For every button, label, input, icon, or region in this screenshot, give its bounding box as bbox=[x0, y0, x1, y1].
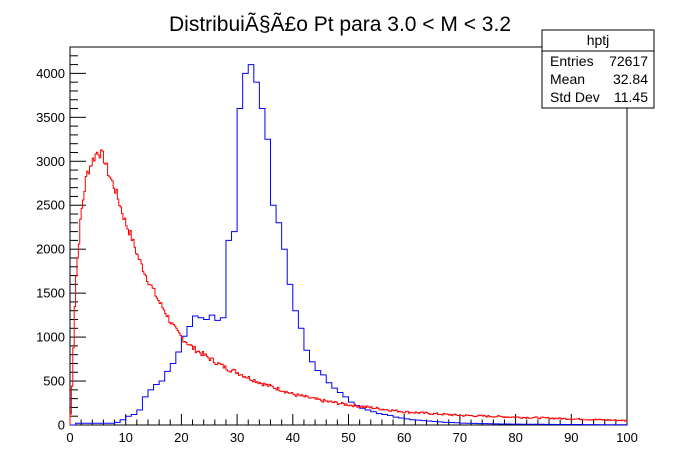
y-tick-label-500: 500 bbox=[43, 374, 65, 389]
x-tick-label-30: 30 bbox=[230, 430, 244, 445]
x-axis: 0 10 20 30 40 50 60 70 80 90 100 bbox=[66, 414, 638, 445]
stats-stddev-label: Std Dev bbox=[550, 89, 600, 105]
x-tick-label-10: 10 bbox=[118, 430, 132, 445]
x-tick-label-50: 50 bbox=[341, 430, 355, 445]
x-tick-label-60: 60 bbox=[397, 430, 411, 445]
y-tick-label-1000: 1000 bbox=[36, 330, 65, 345]
x-tick-label-0: 0 bbox=[66, 430, 73, 445]
series-layer bbox=[69, 64, 627, 426]
y-tick-label-4000: 4000 bbox=[36, 66, 65, 81]
y-tick-label-3500: 3500 bbox=[36, 110, 65, 125]
stats-box-name: hptj bbox=[587, 32, 610, 48]
x-tick-label-90: 90 bbox=[564, 430, 578, 445]
series-red-histogram bbox=[69, 149, 627, 425]
x-tick-label-20: 20 bbox=[174, 430, 188, 445]
y-tick-label-1500: 1500 bbox=[36, 286, 65, 301]
x-tick-label-40: 40 bbox=[286, 430, 300, 445]
y-axis: 0 500 1000 1500 2000 2500 3000 3500 4000 bbox=[36, 55, 86, 433]
stats-entries-label: Entries bbox=[550, 53, 594, 69]
y-tick-label-0: 0 bbox=[58, 418, 65, 433]
stats-stddev-value: 11.45 bbox=[614, 89, 648, 105]
y-tick-label-2000: 2000 bbox=[36, 242, 65, 257]
stats-entries-value: 72617 bbox=[609, 53, 648, 69]
x-tick-label-80: 80 bbox=[508, 430, 522, 445]
y-tick-label-3000: 3000 bbox=[36, 154, 65, 169]
x-tick-label-70: 70 bbox=[453, 430, 467, 445]
series-blue-histogram bbox=[70, 64, 627, 426]
chart-title: DistribuiÃ§Ã£o Pt para 3.0 < M < 3.2 bbox=[169, 12, 511, 36]
x-tick-label-100: 100 bbox=[616, 430, 638, 445]
y-tick-label-2500: 2500 bbox=[36, 198, 65, 213]
stats-box-frame bbox=[541, 29, 655, 109]
stats-mean-value: 32.84 bbox=[613, 71, 648, 87]
stats-box: hptj Entries 72617 Mean 32.84 Std Dev 11… bbox=[541, 29, 655, 109]
stats-mean-label: Mean bbox=[550, 71, 585, 87]
